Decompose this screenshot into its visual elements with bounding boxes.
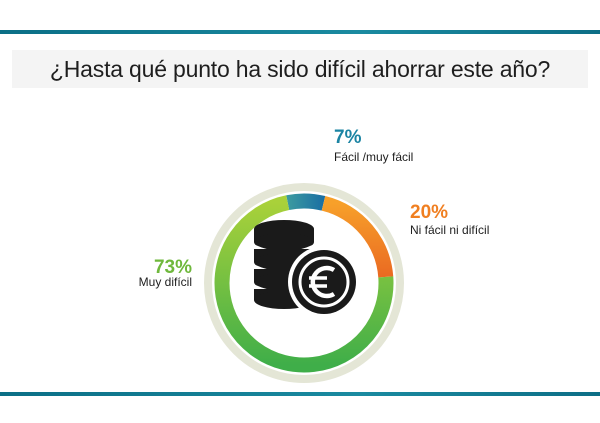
chart-title: ¿Hasta qué punto ha sido difícil ahorrar…	[12, 50, 588, 88]
donut-segment-2	[214, 195, 394, 373]
coins-euro-icon	[253, 220, 360, 318]
value-label-1: 20%	[410, 202, 448, 223]
category-label-1: Ni fácil ni difícil	[410, 223, 489, 237]
donut-segment-0	[286, 193, 326, 211]
value-label-0: 7%	[334, 127, 362, 148]
outer-ring	[204, 183, 404, 383]
donut-segments	[214, 193, 394, 373]
donut-chart: 7% Fácil /muy fácil 20% Ni fácil ni difí…	[139, 127, 489, 383]
donut-segment-1	[321, 196, 394, 278]
value-label-2: 73%	[154, 257, 192, 278]
category-label-0: Fácil /muy fácil	[334, 150, 413, 164]
top-rule	[0, 30, 600, 34]
category-label-2: Muy difícil	[139, 275, 192, 289]
chart-title-text: ¿Hasta qué punto ha sido difícil ahorrar…	[49, 55, 551, 82]
bottom-rule	[0, 392, 600, 396]
